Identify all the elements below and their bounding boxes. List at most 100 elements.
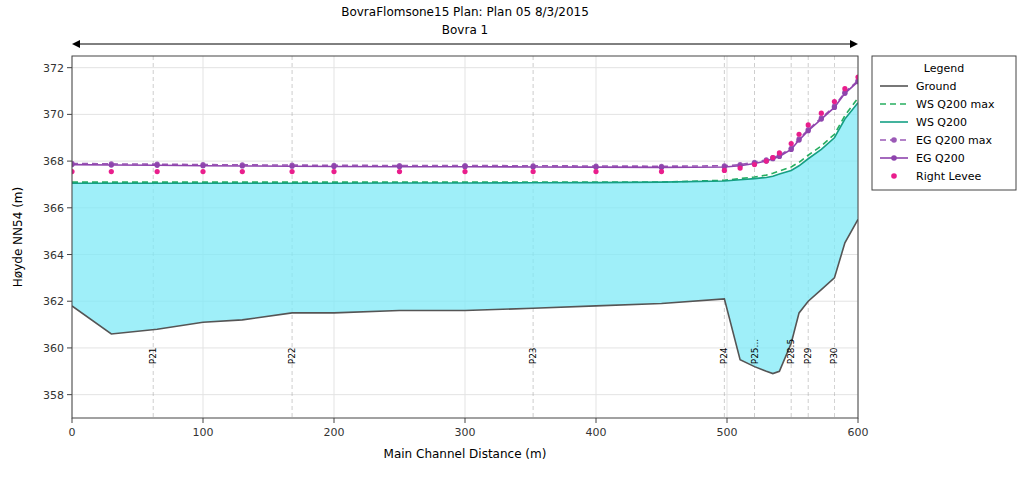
series-line (72, 81, 858, 167)
series-marker (770, 155, 775, 160)
series-marker (593, 165, 598, 170)
grid-line (72, 67, 858, 68)
series-marker (738, 166, 743, 171)
series-marker (462, 164, 467, 169)
reach-arrow (74, 44, 856, 45)
series-marker (397, 169, 402, 174)
series-marker (240, 169, 245, 174)
tick-label: 368 (43, 155, 64, 168)
tick (67, 114, 72, 115)
series-marker (819, 116, 824, 121)
series-marker (462, 169, 467, 174)
profile-label: P30 (829, 347, 839, 364)
series-marker (331, 169, 336, 174)
grid (72, 56, 858, 418)
legend-swatch (880, 121, 908, 123)
tick (334, 418, 335, 423)
water-fill (72, 103, 858, 374)
series-marker (752, 162, 757, 167)
series-marker (289, 169, 294, 174)
legend-entry: WS Q200 max (916, 98, 995, 111)
plot-frame (72, 56, 858, 418)
series-marker (200, 163, 205, 168)
series-marker (531, 169, 536, 174)
series-marker (155, 169, 160, 174)
tick (67, 347, 72, 348)
tick-label: 400 (586, 426, 607, 439)
series-marker (796, 137, 801, 142)
series-line (72, 82, 858, 168)
series-marker (770, 155, 775, 160)
tick (858, 418, 859, 423)
profile-label: P22 (287, 347, 297, 364)
tick-label: 360 (43, 342, 64, 355)
series-marker (842, 86, 847, 91)
legend-entry: EG Q200 (916, 152, 965, 165)
tick (727, 418, 728, 423)
legend: LegendGroundWS Q200 maxWS Q200EG Q200 ma… (872, 56, 1016, 190)
profile-label: P28.5 (786, 339, 796, 364)
series-marker (109, 162, 114, 167)
legend-swatch (891, 173, 897, 179)
reach-arrow-head (72, 40, 80, 48)
series-marker (397, 164, 402, 169)
tick (465, 418, 466, 423)
tick-label: 600 (848, 426, 869, 439)
profile-label: P23 (528, 347, 538, 364)
tick (203, 418, 204, 423)
legend-title: Legend (924, 62, 964, 75)
legend-box (872, 56, 1016, 190)
grid-line (72, 394, 858, 395)
series-marker (240, 163, 245, 168)
tick-label: 0 (69, 426, 76, 439)
tick-label: 200 (324, 426, 345, 439)
tick (67, 207, 72, 208)
tick-label: 370 (43, 108, 64, 121)
series-line (72, 219, 858, 373)
series-marker (842, 91, 847, 96)
series-marker (764, 158, 769, 163)
series-marker (289, 164, 294, 169)
series-marker (722, 168, 727, 173)
legend-swatch (891, 155, 897, 161)
series-marker (806, 122, 811, 127)
legend-swatch (880, 103, 908, 105)
series-marker (764, 158, 769, 163)
x-axis-label: Main Channel Distance (m) (384, 447, 547, 461)
tick-label: 364 (43, 249, 64, 262)
legend-entry: Ground (916, 80, 956, 93)
chart: 0100200300400500600358360362364366368370… (0, 0, 1024, 480)
tick-label: 372 (43, 62, 64, 75)
series-line (72, 103, 858, 184)
series-marker (331, 164, 336, 169)
tick-label: 362 (43, 295, 64, 308)
tick-label: 100 (193, 426, 214, 439)
series-marker (593, 169, 598, 174)
profile-label: P25... (750, 339, 760, 364)
tick-label: 300 (455, 426, 476, 439)
tick (67, 161, 72, 162)
title: BovraFlomsone15 Plan: Plan 05 8/3/2015 (341, 5, 589, 19)
series-marker (832, 105, 837, 110)
tick (67, 301, 72, 302)
profile-label: P21 (148, 347, 158, 364)
series-marker (819, 111, 824, 116)
series-marker (806, 128, 811, 133)
tick (596, 418, 597, 423)
legend-swatch (891, 137, 897, 143)
series-marker (155, 163, 160, 168)
plot-area (72, 56, 858, 418)
legend-swatch (880, 85, 908, 87)
profile-label: P29 (803, 347, 813, 364)
grid-line (72, 161, 858, 162)
series-marker (777, 150, 782, 155)
legend-entry: Right Levee (916, 170, 981, 183)
subtitle: Bovra 1 (442, 23, 488, 37)
tick (67, 254, 72, 255)
tick-label: 500 (717, 426, 738, 439)
tick (72, 418, 73, 423)
series-marker (789, 141, 794, 146)
series-marker (789, 147, 794, 152)
y-axis-label: Høyde NN54 (m) (11, 187, 25, 287)
series-marker (832, 99, 837, 104)
